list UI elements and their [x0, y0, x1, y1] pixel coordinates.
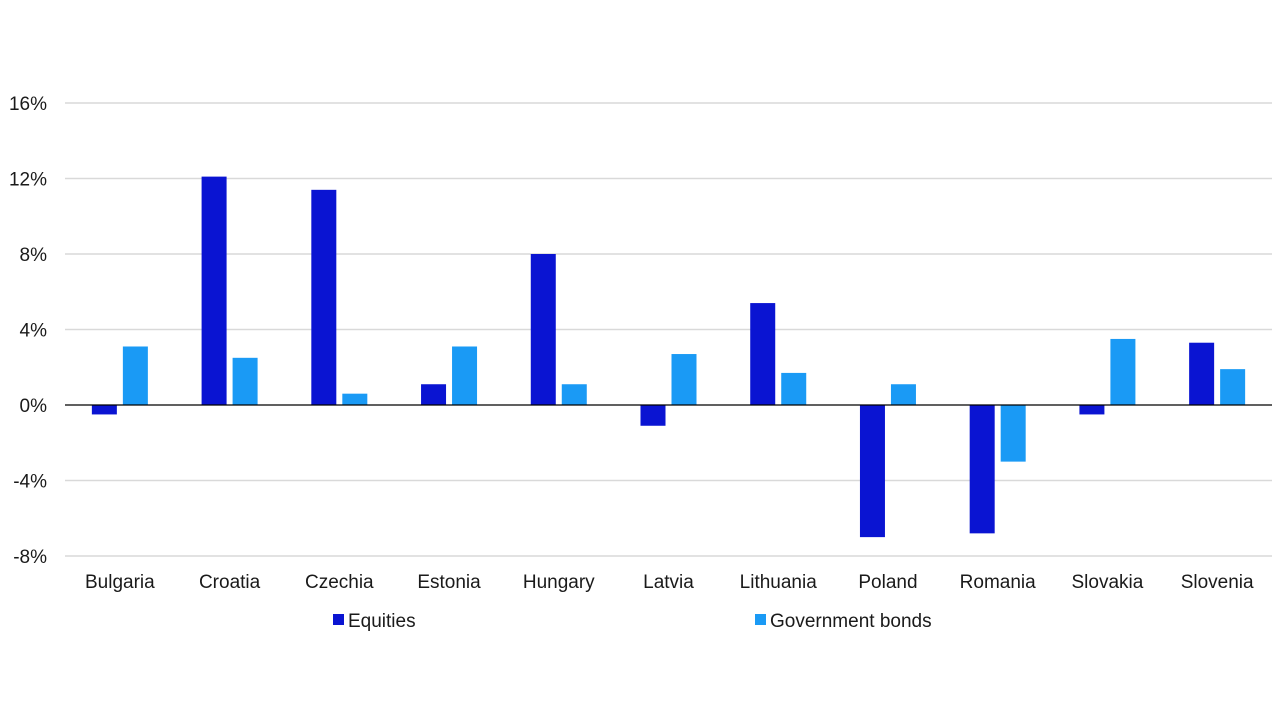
- bar-equities-slovakia: [1079, 405, 1105, 415]
- bar-equities-romania: [969, 405, 995, 534]
- x-tick-label: Slovenia: [1181, 572, 1254, 593]
- y-tick-labels: 16% 12% 8% 4% 0% -4% -8%: [9, 94, 47, 568]
- legend-swatch: [755, 614, 766, 625]
- x-tick-labels: Bulgaria Croatia Czechia Estonia Hungary Latv…: [85, 572, 1254, 593]
- legend-label: Government bonds: [770, 611, 932, 632]
- x-tick-label: Bulgaria: [85, 572, 155, 593]
- y-tick-label: 8%: [20, 245, 48, 266]
- gridlines: [65, 102, 1272, 557]
- legend-label: Equities: [348, 611, 416, 632]
- x-tick-label: Hungary: [523, 572, 595, 593]
- bar-government-bonds-czechia: [342, 393, 368, 405]
- bar-government-bonds-poland: [890, 384, 916, 405]
- bar-government-bonds-croatia: [232, 357, 258, 405]
- x-tick-label: Estonia: [417, 572, 481, 593]
- bar-equities-croatia: [201, 176, 227, 405]
- bar-government-bonds-latvia: [671, 354, 697, 405]
- bar-equities-lithuania: [750, 303, 776, 405]
- bar-government-bonds-lithuania: [781, 372, 807, 405]
- bar-equities-poland: [859, 405, 885, 538]
- bar-equities-latvia: [640, 405, 666, 426]
- y-tick-label: 0%: [20, 396, 48, 417]
- x-tick-label: Latvia: [643, 572, 694, 593]
- x-tick-label: Slovakia: [1071, 572, 1143, 593]
- legend: Equities Government bonds: [333, 611, 932, 632]
- bars: [91, 176, 1246, 538]
- y-tick-label: -4%: [13, 472, 47, 493]
- bar-equities-hungary: [530, 254, 556, 405]
- bar-equities-estonia: [421, 384, 447, 405]
- y-tick-label: 12%: [9, 170, 47, 191]
- x-tick-label: Romania: [960, 572, 1036, 593]
- bar-government-bonds-bulgaria: [122, 346, 148, 405]
- bar-equities-czechia: [311, 189, 337, 405]
- bar-equities-slovenia: [1189, 342, 1215, 405]
- y-tick-label: 16%: [9, 94, 47, 115]
- y-tick-label: -8%: [13, 547, 47, 568]
- x-tick-label: Czechia: [305, 572, 374, 593]
- bar-government-bonds-estonia: [452, 346, 478, 405]
- x-tick-label: Poland: [858, 572, 917, 593]
- bar-government-bonds-slovakia: [1110, 338, 1136, 405]
- x-tick-label: Lithuania: [740, 572, 818, 593]
- x-tick-label: Croatia: [199, 572, 261, 593]
- legend-swatch: [333, 614, 344, 625]
- bar-government-bonds-slovenia: [1220, 369, 1246, 405]
- bar-government-bonds-romania: [1000, 405, 1026, 462]
- bar-equities-bulgaria: [91, 405, 117, 415]
- y-tick-label: 4%: [20, 321, 48, 342]
- bar-government-bonds-hungary: [561, 384, 587, 405]
